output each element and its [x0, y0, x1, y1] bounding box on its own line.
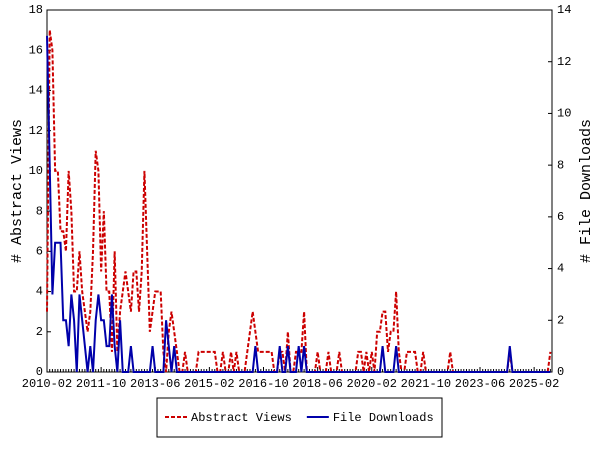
y-tick-label: 6 — [36, 245, 43, 259]
x-tick-label: 2021-10 — [401, 377, 451, 391]
y2-tick-label: 6 — [557, 210, 564, 224]
x-tick-label: 2010-02 — [22, 377, 72, 391]
plot-frame — [46, 9, 553, 373]
x-tick-label: 2023-06 — [455, 377, 505, 391]
x-tick-label: 2011-10 — [76, 377, 126, 391]
y2-tick-label: 2 — [557, 313, 564, 327]
series-line — [46, 29, 552, 373]
y2-tick-label: 12 — [557, 55, 571, 69]
y2-axis-title: # File Downloads — [578, 119, 595, 263]
y-axis-title: # Abstract Views — [9, 119, 26, 263]
x-tick-label: 2015-02 — [184, 377, 234, 391]
y-tick-label: 4 — [36, 285, 43, 299]
x-tick-label: 2020-02 — [347, 377, 397, 391]
y-tick-label: 2 — [36, 325, 43, 339]
y2-tick-label: 0 — [557, 365, 564, 379]
y-tick-label: 8 — [36, 204, 43, 218]
series-line — [46, 35, 551, 373]
x-tick-label: 2013-06 — [130, 377, 180, 391]
y-tick-label: 16 — [29, 43, 43, 57]
y-tick-label: 10 — [29, 164, 43, 178]
x-tick-label: 2025-02 — [509, 377, 559, 391]
legend-label: Abstract Views — [191, 411, 292, 425]
y2-tick-label: 4 — [557, 262, 564, 276]
y2-tick-label: 14 — [557, 3, 571, 17]
y2-tick-label: 10 — [557, 107, 571, 121]
legend-label: File Downloads — [333, 411, 434, 425]
y2-tick-label: 8 — [557, 158, 564, 172]
legend-box — [156, 397, 443, 438]
y-tick-label: 14 — [29, 84, 43, 98]
x-tick-label: 2018-06 — [292, 377, 342, 391]
y-tick-label: 12 — [29, 124, 43, 138]
y-tick-label: 0 — [36, 365, 43, 379]
y-tick-label: 18 — [29, 3, 43, 17]
x-tick-label: 2016-10 — [238, 377, 288, 391]
